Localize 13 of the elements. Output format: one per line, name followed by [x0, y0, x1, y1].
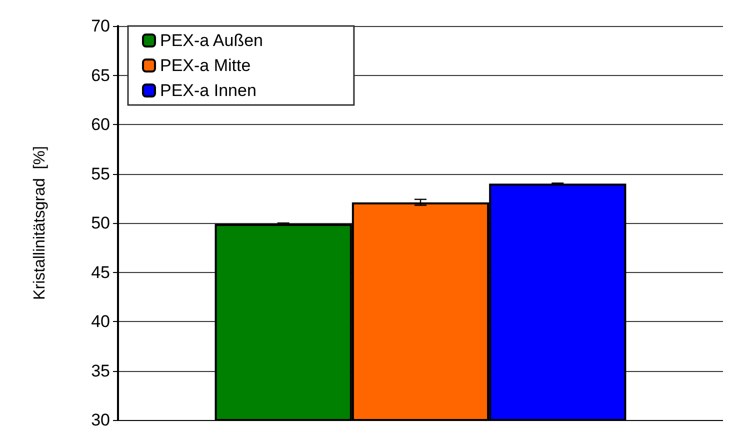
legend-label: PEX-a Außen	[160, 31, 264, 50]
y-tick-label: 30	[91, 410, 110, 430]
y-tick-label: 45	[91, 262, 110, 282]
y-tick-label: 40	[91, 312, 110, 331]
y-tick-label: 65	[91, 66, 110, 85]
legend-label: PEX-a Mitte	[160, 56, 251, 75]
y-tick-label: 35	[91, 361, 110, 380]
y-tick-label: 70	[91, 16, 110, 36]
y-axis-title: Kristallinitätsgrad [%]	[32, 146, 48, 300]
legend-label: PEX-a Innen	[160, 81, 256, 100]
y-tick-label: 60	[91, 115, 110, 134]
y-tick-label: 55	[91, 164, 110, 184]
y-tick-label: 50	[91, 214, 110, 232]
